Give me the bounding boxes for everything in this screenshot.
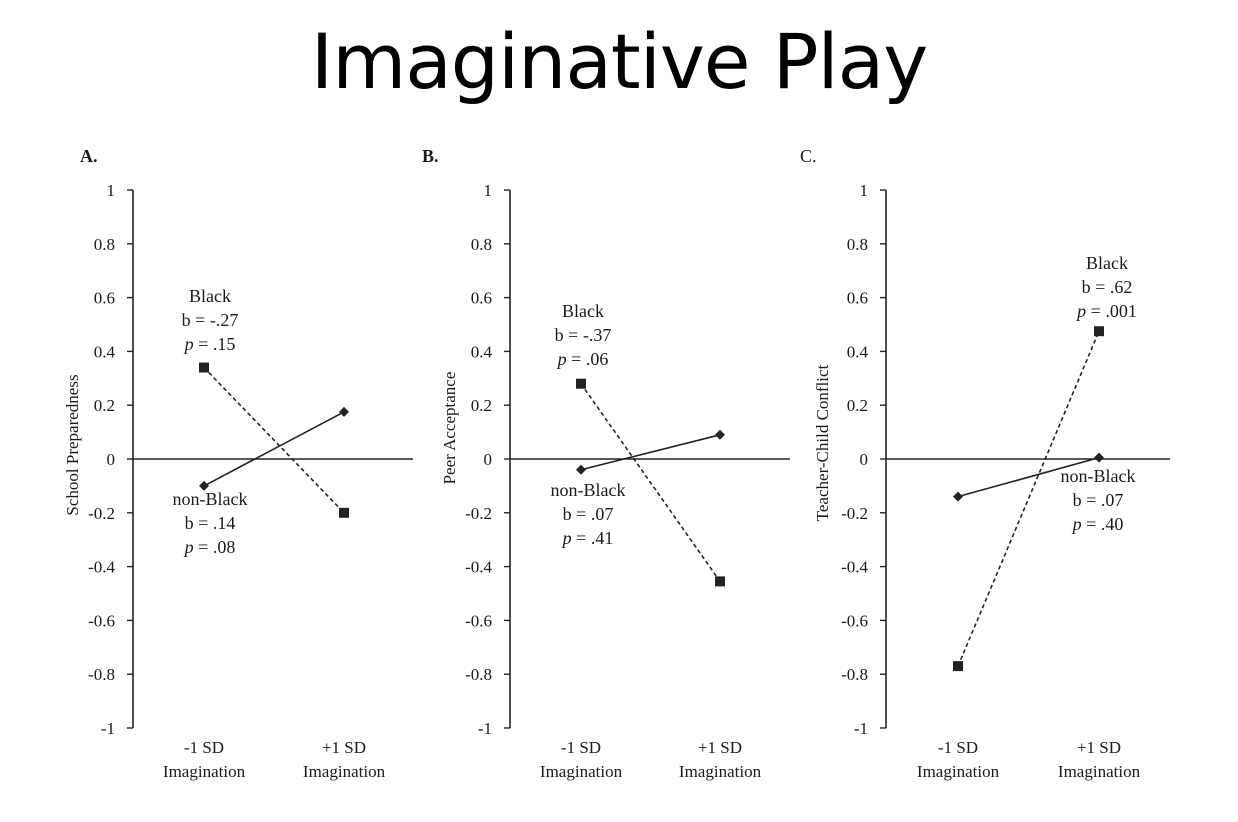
non-black-series-point bbox=[715, 429, 725, 440]
non-black-series-point bbox=[339, 406, 349, 417]
y-tick-label: 1 bbox=[484, 181, 493, 200]
y-tick-label: 0.8 bbox=[847, 235, 868, 254]
non-black-annotation: non-Black bbox=[1061, 466, 1136, 486]
non-black-annotation: p = .40 bbox=[1071, 514, 1124, 534]
y-axis-title: Peer Acceptance bbox=[440, 372, 459, 485]
panel-a: A. 1 0.8 0.6 0.4 0.2 0 -0.2 -0.4 -0.6 -0.8 -1 School… bbox=[63, 146, 413, 781]
panel-label: B. bbox=[422, 146, 439, 166]
y-tick-label: 0.8 bbox=[471, 235, 492, 254]
black-series-line bbox=[957, 330, 1100, 667]
black-series-line bbox=[580, 383, 721, 582]
black-annotation: b = -.27 bbox=[182, 310, 239, 330]
y-tick-label: -0.4 bbox=[88, 558, 115, 577]
non-black-series-point bbox=[953, 491, 963, 502]
non-black-annotation: b = .07 bbox=[1073, 490, 1124, 510]
non-black-series-point bbox=[199, 480, 209, 491]
y-tick-label: 0.4 bbox=[471, 342, 493, 361]
non-black-annotation: non-Black bbox=[173, 489, 248, 509]
x-tick-label: Imagination bbox=[917, 762, 1000, 781]
y-tick-label: -0.8 bbox=[465, 665, 492, 684]
y-tick-label: -0.4 bbox=[841, 558, 868, 577]
black-series-point bbox=[1094, 326, 1104, 337]
y-tick-label: 0.6 bbox=[94, 289, 115, 308]
non-black-annotation: b = .14 bbox=[185, 513, 236, 533]
y-axis-title: School Preparedness bbox=[63, 374, 82, 515]
non-black-series-point bbox=[576, 464, 586, 475]
black-series-point bbox=[715, 576, 725, 587]
page-title: Imaginative Play bbox=[310, 17, 928, 106]
panel-b: B. 1 0.8 0.6 0.4 0.2 0 -0.2 -0.4 -0.6 -0.8 -1 Peer A… bbox=[422, 146, 790, 781]
x-tick-label: +1 SD bbox=[322, 738, 366, 757]
y-tick-label: 0.8 bbox=[94, 235, 115, 254]
x-tick-label: Imagination bbox=[163, 762, 246, 781]
panel-label: C. bbox=[800, 146, 817, 166]
y-tick-label: 0 bbox=[860, 450, 869, 469]
y-tick-label: -0.4 bbox=[465, 558, 492, 577]
non-black-annotation: b = .07 bbox=[563, 504, 614, 524]
y-tick-label: 0 bbox=[107, 450, 116, 469]
black-annotation: p = .001 bbox=[1075, 301, 1137, 321]
panel-c: C. 1 0.8 0.6 0.4 0.2 0 -0.2 -0.4 -0.6 -0.8 -1 Teache… bbox=[800, 146, 1170, 781]
y-tick-label: -0.6 bbox=[88, 611, 115, 630]
x-tick-label: +1 SD bbox=[698, 738, 742, 757]
y-tick-label: -0.2 bbox=[465, 504, 492, 523]
x-tick-label: +1 SD bbox=[1077, 738, 1121, 757]
non-black-series-line bbox=[203, 411, 345, 487]
non-black-annotation: p = .08 bbox=[183, 537, 236, 557]
y-tick-label: 0.2 bbox=[847, 396, 868, 415]
y-tick-label: 0.6 bbox=[847, 289, 868, 308]
black-series-point bbox=[576, 378, 586, 389]
black-annotation: Black bbox=[562, 301, 604, 321]
black-series-point bbox=[953, 661, 963, 672]
y-axis-title: Teacher-Child Conflict bbox=[813, 364, 832, 521]
black-annotation: p = .06 bbox=[556, 349, 609, 369]
non-black-annotation: p = .41 bbox=[561, 528, 614, 548]
y-tick-label: -0.6 bbox=[465, 611, 492, 630]
black-annotation: Black bbox=[1086, 253, 1128, 273]
y-tick-label: 1 bbox=[860, 181, 869, 200]
y-tick-label: 0.2 bbox=[471, 396, 492, 415]
x-tick-label: Imagination bbox=[540, 762, 623, 781]
non-black-series-line bbox=[957, 456, 1100, 498]
black-annotation: Black bbox=[189, 286, 231, 306]
non-black-series-line bbox=[580, 434, 721, 471]
non-black-annotation: non-Black bbox=[551, 480, 626, 500]
y-tick-label: -0.6 bbox=[841, 611, 868, 630]
black-annotation: p = .15 bbox=[183, 334, 236, 354]
non-black-series-point bbox=[1094, 452, 1104, 463]
x-tick-label: -1 SD bbox=[184, 738, 224, 757]
black-annotation: b = -.37 bbox=[555, 325, 612, 345]
black-series-point bbox=[339, 507, 349, 518]
y-tick-label: -0.8 bbox=[841, 665, 868, 684]
x-tick-label: -1 SD bbox=[561, 738, 601, 757]
black-series-line bbox=[203, 366, 345, 514]
black-annotation: b = .62 bbox=[1082, 277, 1133, 297]
y-tick-label: -0.2 bbox=[88, 504, 115, 523]
y-tick-label: -1 bbox=[854, 719, 868, 738]
y-tick-label: 0 bbox=[484, 450, 493, 469]
black-series-point bbox=[199, 362, 209, 373]
y-tick-label: 0.2 bbox=[94, 396, 115, 415]
y-tick-label: -0.8 bbox=[88, 665, 115, 684]
panel-label: A. bbox=[80, 146, 98, 166]
y-tick-label: -0.2 bbox=[841, 504, 868, 523]
x-tick-label: Imagination bbox=[1058, 762, 1141, 781]
y-tick-label: 0.4 bbox=[94, 342, 116, 361]
y-tick-label: 1 bbox=[107, 181, 116, 200]
y-tick-label: 0.4 bbox=[847, 342, 869, 361]
y-tick-label: -1 bbox=[101, 719, 115, 738]
x-tick-label: Imagination bbox=[679, 762, 762, 781]
x-tick-label: -1 SD bbox=[938, 738, 978, 757]
x-tick-label: Imagination bbox=[303, 762, 386, 781]
y-tick-label: -1 bbox=[478, 719, 492, 738]
y-tick-label: 0.6 bbox=[471, 289, 492, 308]
